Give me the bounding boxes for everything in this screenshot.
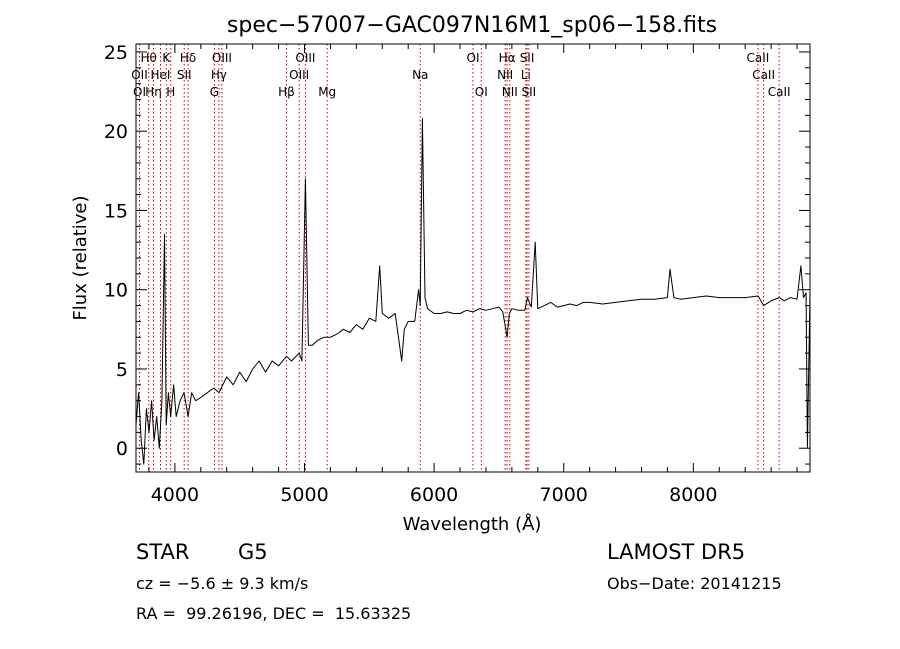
marker-label-25: CaII	[746, 51, 769, 65]
marker-label-4: HeI	[151, 68, 171, 82]
marker-label-0: Hθ	[141, 51, 157, 65]
observation-date: Obs−Date: 20141215	[607, 574, 782, 593]
marker-label-11: G	[210, 85, 219, 99]
survey-name: LAMOST DR5	[607, 540, 746, 564]
x-tick-label-4: 8000	[669, 484, 717, 506]
y-tick-label-4: 20	[104, 121, 128, 143]
x-tick-label-2: 6000	[410, 484, 458, 506]
y-tick-label-3: 15	[104, 200, 128, 222]
y-tick-label-1: 5	[116, 359, 128, 381]
sky-coordinates: RA = 99.26196, DEC = 15.63325	[136, 604, 412, 623]
marker-label-26: CaII	[752, 68, 775, 82]
x-axis-label: Wavelength (Å)	[403, 513, 542, 535]
x-tick-label-0: 4000	[151, 484, 199, 506]
marker-label-13: OIII	[289, 68, 309, 82]
object-class: STAR	[136, 540, 190, 564]
marker-label-21: NII	[502, 85, 518, 99]
marker-label-1: OII	[131, 68, 148, 82]
y-axis: 0 5 10 15 20 25	[104, 42, 810, 465]
y-tick-label-2: 10	[104, 280, 128, 302]
marker-label-24: SII	[522, 85, 537, 99]
y-tick-label-0: 0	[116, 438, 128, 460]
marker-label-5: K	[162, 51, 171, 65]
x-tick-label-1: 5000	[280, 484, 328, 506]
marker-label-27: CaII	[768, 85, 791, 99]
marker-label-22: SII	[520, 51, 535, 65]
marker-label-16: Na	[412, 68, 428, 82]
marker-label-10: Hγ	[211, 68, 227, 82]
series	[135, 118, 811, 465]
x-tick-label-3: 7000	[540, 484, 588, 506]
marker-label-20: NII	[497, 68, 513, 82]
x-axis: 4000 5000 6000 7000 8000	[148, 44, 798, 506]
marker-label-9: OIII	[212, 51, 232, 65]
marker-label-2: OI	[133, 85, 146, 99]
marker-label-23: Li	[521, 68, 531, 82]
spectrum-line-0	[135, 118, 811, 465]
redshift-velocity: cz = −5.6 ± 9.3 km/s	[136, 574, 309, 593]
y-axis-label: Flux (relative)	[70, 195, 91, 320]
marker-label-17: OI	[467, 51, 480, 65]
marker-label-14: Hβ	[278, 85, 295, 99]
marker-label-8: Hδ	[180, 51, 196, 65]
marker-label-7: SII	[177, 68, 192, 82]
marker-label-3: Hη	[145, 85, 162, 99]
marker-label-15: Mg	[318, 85, 336, 99]
marker-label-18: OI	[475, 85, 488, 99]
marker-label-12: OIII	[295, 51, 315, 65]
marker-label-19: Hα	[499, 51, 516, 65]
marker-label-6: H	[166, 85, 175, 99]
object-subclass: G5	[238, 540, 268, 564]
chart-title: spec−57007−GAC097N16M1_sp06−158.fits	[227, 13, 717, 38]
y-tick-label-5: 25	[104, 42, 128, 64]
